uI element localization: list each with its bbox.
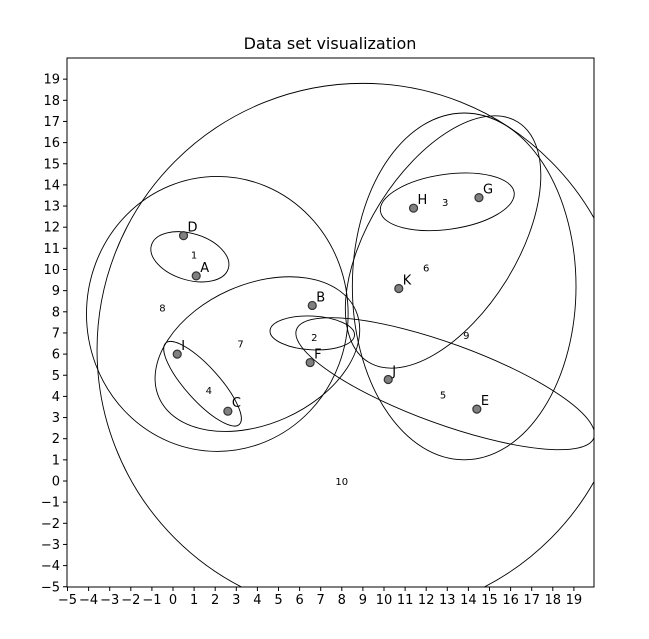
y-tick-label: 13 xyxy=(43,200,60,215)
x-tick-label: 3 xyxy=(232,593,240,608)
point-label-F: F xyxy=(314,348,321,363)
cluster-label-5: 5 xyxy=(440,390,446,401)
point-label-D: D xyxy=(188,221,198,236)
plot-frame xyxy=(66,57,595,588)
y-tick-label: 14 xyxy=(43,178,60,193)
cluster-label-2: 2 xyxy=(311,333,317,344)
cluster-label-9: 9 xyxy=(463,331,469,342)
point-H xyxy=(408,203,419,213)
point-label-B: B xyxy=(316,290,325,305)
x-tick-label: −4 xyxy=(79,593,98,608)
x-tick-label: 7 xyxy=(317,593,325,608)
y-tick-label: 0 xyxy=(52,475,60,490)
cluster-label-3: 3 xyxy=(442,198,448,209)
cluster-label-8: 8 xyxy=(159,304,165,315)
y-tick-label: 1 xyxy=(52,453,60,468)
y-tick-label: 10 xyxy=(43,263,60,278)
point-label-J: J xyxy=(391,364,396,379)
y-tick-label: 8 xyxy=(52,305,60,320)
point-label-K: K xyxy=(403,274,412,289)
x-tick-label: 15 xyxy=(481,593,498,608)
point-D xyxy=(178,231,189,241)
point-label-G: G xyxy=(483,183,493,198)
cluster-ellipse-8 xyxy=(86,175,349,452)
y-tick-label: 15 xyxy=(43,157,60,172)
cluster-ellipse-5 xyxy=(295,317,594,451)
cluster-ellipse-2 xyxy=(269,315,355,351)
x-tick-label: 11 xyxy=(397,593,414,608)
cluster-ellipse-6 xyxy=(344,115,542,369)
y-tick-label: 3 xyxy=(52,411,60,426)
x-tick-label: 9 xyxy=(359,593,367,608)
y-tick-label: 17 xyxy=(43,115,60,130)
y-tick-label: 5 xyxy=(52,369,60,384)
x-tick-label: 13 xyxy=(439,593,456,608)
y-tick-label: −4 xyxy=(41,559,60,574)
point-K xyxy=(394,283,404,294)
y-tick-label: 4 xyxy=(52,390,60,405)
y-tick-label: −2 xyxy=(41,517,60,532)
point-label-I: I xyxy=(181,339,185,354)
cluster-ellipse-3 xyxy=(379,172,515,232)
x-tick-label: 8 xyxy=(338,593,346,608)
y-tick-label: 7 xyxy=(52,326,60,341)
y-tick-label: −1 xyxy=(41,496,60,511)
x-tick-label: 17 xyxy=(523,593,540,608)
chart-title: Data set visualization xyxy=(244,34,417,53)
x-tick-label: −3 xyxy=(100,593,119,608)
point-A xyxy=(191,271,201,281)
y-tick-label: 9 xyxy=(52,284,60,299)
point-label-C: C xyxy=(232,396,241,411)
x-tick-label: 5 xyxy=(274,593,282,608)
x-tick-label: −2 xyxy=(121,593,140,608)
cluster-ellipse-1 xyxy=(150,231,230,283)
y-tick-label: 16 xyxy=(43,136,60,151)
x-tick-label: 18 xyxy=(545,593,562,608)
x-tick-label: 16 xyxy=(502,593,519,608)
point-C xyxy=(223,406,233,416)
x-tick-label: 4 xyxy=(253,593,261,608)
y-tick-label: 18 xyxy=(43,94,60,109)
y-tick-label: 19 xyxy=(43,73,60,88)
cluster-label-10: 10 xyxy=(335,477,348,488)
x-tick-label: −5 xyxy=(58,593,77,608)
x-tick-label: 14 xyxy=(460,593,477,608)
cluster-label-1: 1 xyxy=(191,251,197,262)
y-tick-label: 2 xyxy=(52,432,60,447)
point-F xyxy=(305,357,315,368)
x-tick-label: 2 xyxy=(211,593,219,608)
point-label-H: H xyxy=(418,193,428,208)
point-I xyxy=(172,349,182,359)
x-tick-label: −1 xyxy=(142,593,161,608)
x-tick-label: 12 xyxy=(418,593,435,608)
cluster-label-6: 6 xyxy=(423,263,429,274)
x-tick-label: 6 xyxy=(295,593,303,608)
x-tick-label: 0 xyxy=(169,593,177,608)
x-tick-label: 19 xyxy=(566,593,583,608)
y-tick-label: 12 xyxy=(43,221,60,236)
point-B xyxy=(307,300,317,311)
point-J xyxy=(383,374,393,385)
cluster-label-7: 7 xyxy=(237,340,243,351)
cluster-label-4: 4 xyxy=(206,386,212,397)
cluster-ellipse-9 xyxy=(351,112,577,461)
point-E xyxy=(472,404,482,414)
cluster-ellipse-10 xyxy=(96,83,594,587)
point-G xyxy=(474,192,484,203)
point-label-A: A xyxy=(200,261,209,276)
cluster-ellipse-7 xyxy=(154,276,361,432)
y-tick-label: 11 xyxy=(43,242,60,257)
point-label-E: E xyxy=(481,394,489,409)
x-tick-label: 10 xyxy=(376,593,393,608)
y-tick-label: −3 xyxy=(41,538,60,553)
y-tick-label: −5 xyxy=(41,580,60,595)
y-tick-label: 6 xyxy=(52,348,60,363)
x-tick-label: 1 xyxy=(190,593,198,608)
